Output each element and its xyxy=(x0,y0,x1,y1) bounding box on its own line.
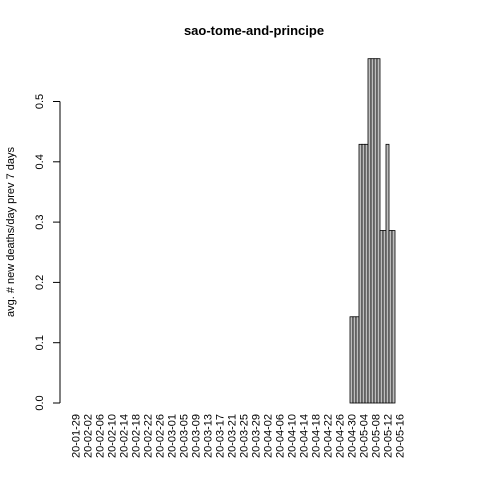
x-tick-label: 20-03-21 xyxy=(227,414,239,458)
x-tick-label: 20-01-29 xyxy=(71,414,83,458)
x-tick-label: 20-02-26 xyxy=(155,414,167,458)
x-tick-label: 20-02-06 xyxy=(95,414,107,458)
x-tick-label: 20-03-13 xyxy=(203,414,215,458)
x-tick-label: 20-04-22 xyxy=(323,414,335,458)
x-tick-label: 20-04-10 xyxy=(287,414,299,458)
y-axis: 0.0 0.1 0.2 0.3 0.4 0.5 xyxy=(34,94,61,411)
x-tick-label: 20-02-18 xyxy=(131,414,143,458)
x-tick-label: 20-03-25 xyxy=(239,414,251,458)
bars xyxy=(349,58,396,404)
bar xyxy=(376,58,381,404)
bar xyxy=(355,316,360,404)
bar xyxy=(358,143,363,404)
x-axis: 20-01-29 20-02-02 20-02-06 20-02-10 20-02-14… xyxy=(71,414,407,458)
bar xyxy=(373,58,378,404)
x-tick-label: 20-02-22 xyxy=(143,414,155,458)
y-tick-label: 0.3 xyxy=(34,214,46,229)
x-tick-label: 20-03-17 xyxy=(215,414,227,458)
y-tick-label: 0.2 xyxy=(34,275,46,290)
x-tick-label: 20-02-14 xyxy=(119,414,131,458)
chart-title: sao-tome-and-principe xyxy=(184,23,324,38)
x-tick-label: 20-04-02 xyxy=(263,414,275,458)
y-tick-label: 0.4 xyxy=(34,154,46,169)
x-tick-label: 20-05-16 xyxy=(395,414,407,458)
bar xyxy=(385,143,390,404)
x-tick-label: 20-05-04 xyxy=(359,414,371,458)
y-tick-label: 0.1 xyxy=(34,335,46,350)
bar xyxy=(379,230,384,404)
bar xyxy=(361,143,366,404)
x-tick-label: 20-05-08 xyxy=(371,414,383,458)
bar xyxy=(382,230,387,404)
y-axis-label: avg. # new deaths/day prev 7 days xyxy=(5,147,17,317)
x-tick-label: 20-04-26 xyxy=(335,414,347,458)
bar xyxy=(391,230,396,404)
bar xyxy=(388,230,393,404)
x-tick-label: 20-03-29 xyxy=(251,414,263,458)
x-tick-label: 20-04-18 xyxy=(311,414,323,458)
x-tick-label: 20-04-06 xyxy=(275,414,287,458)
bar xyxy=(349,316,354,404)
x-tick-label: 20-03-05 xyxy=(179,414,191,458)
bar xyxy=(367,58,372,404)
x-tick-label: 20-03-01 xyxy=(167,414,179,458)
bar xyxy=(370,58,375,404)
x-tick-label: 20-04-14 xyxy=(299,414,311,458)
x-tick-label: 20-05-12 xyxy=(383,414,395,458)
x-tick-label: 20-02-02 xyxy=(83,414,95,458)
bar xyxy=(352,316,357,404)
x-tick-label: 20-02-10 xyxy=(107,414,119,458)
y-tick-label: 0.5 xyxy=(34,94,46,109)
bar xyxy=(364,143,369,404)
x-tick-label: 20-03-09 xyxy=(191,414,203,458)
x-tick-label: 20-04-30 xyxy=(347,414,359,458)
y-tick-label: 0.0 xyxy=(34,395,46,410)
